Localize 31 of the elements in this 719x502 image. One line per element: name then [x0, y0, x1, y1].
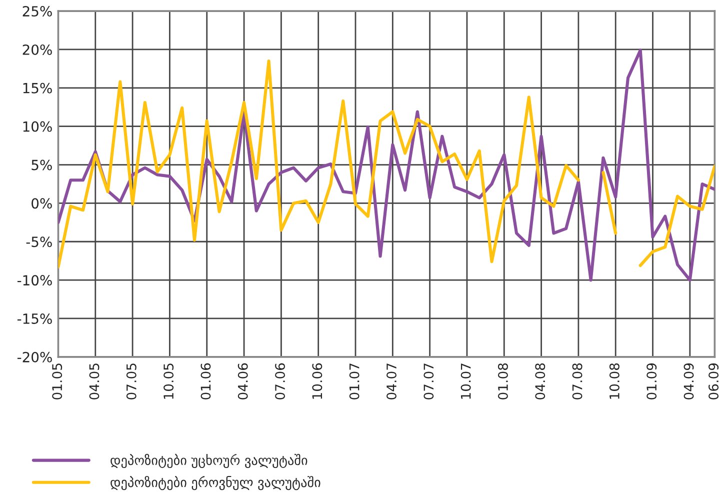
y-tick-label: -5%: [26, 236, 52, 248]
x-tick-label: 10.07: [460, 364, 471, 399]
y-tick-label: 0%: [32, 198, 52, 209]
x-tick-label: 04.09: [684, 363, 694, 400]
x-tick-label: 01.09: [646, 363, 657, 400]
x-tick-label: 01.07: [349, 364, 360, 400]
y-tick-label: 10%: [23, 121, 52, 132]
y-tick-label: 15%: [23, 82, 52, 94]
x-tick-label: 01.08: [498, 363, 508, 400]
x-tick-label: 04.06: [238, 363, 248, 400]
x-tick-label: 01.06: [200, 363, 211, 400]
x-tick-label: 10.05: [164, 364, 174, 399]
x-tick-label: 07.07: [424, 364, 434, 400]
legend-label: დეპოზიტები უცხოურ ვალუტაში: [110, 454, 308, 468]
x-tick-label: 10.06: [312, 363, 322, 399]
x-tick-label: 10.08: [609, 363, 620, 399]
x-tick-label: 04.05: [89, 364, 100, 400]
x-tick-label: 07.05: [126, 364, 136, 400]
x-tick-label: 07.06: [275, 363, 286, 400]
x-tick-label: 01.05: [52, 364, 62, 400]
x-tick-label: 04.08: [535, 363, 546, 400]
x-tick-label: 04.07: [386, 364, 396, 400]
x-tick-label: 06.09: [708, 363, 719, 400]
y-tick-label: 20%: [22, 44, 52, 55]
y-tick-label: -20%: [17, 352, 52, 362]
y-tick-label: 5%: [32, 160, 52, 170]
legend-label: დეპოზიტები ეროვნულ ვალუტაში: [110, 476, 320, 490]
y-tick-label: 25%: [22, 6, 52, 17]
y-tick-label: -15%: [17, 313, 52, 324]
x-tick-label: 07.08: [572, 363, 582, 400]
y-tick-label: -10%: [17, 275, 52, 286]
